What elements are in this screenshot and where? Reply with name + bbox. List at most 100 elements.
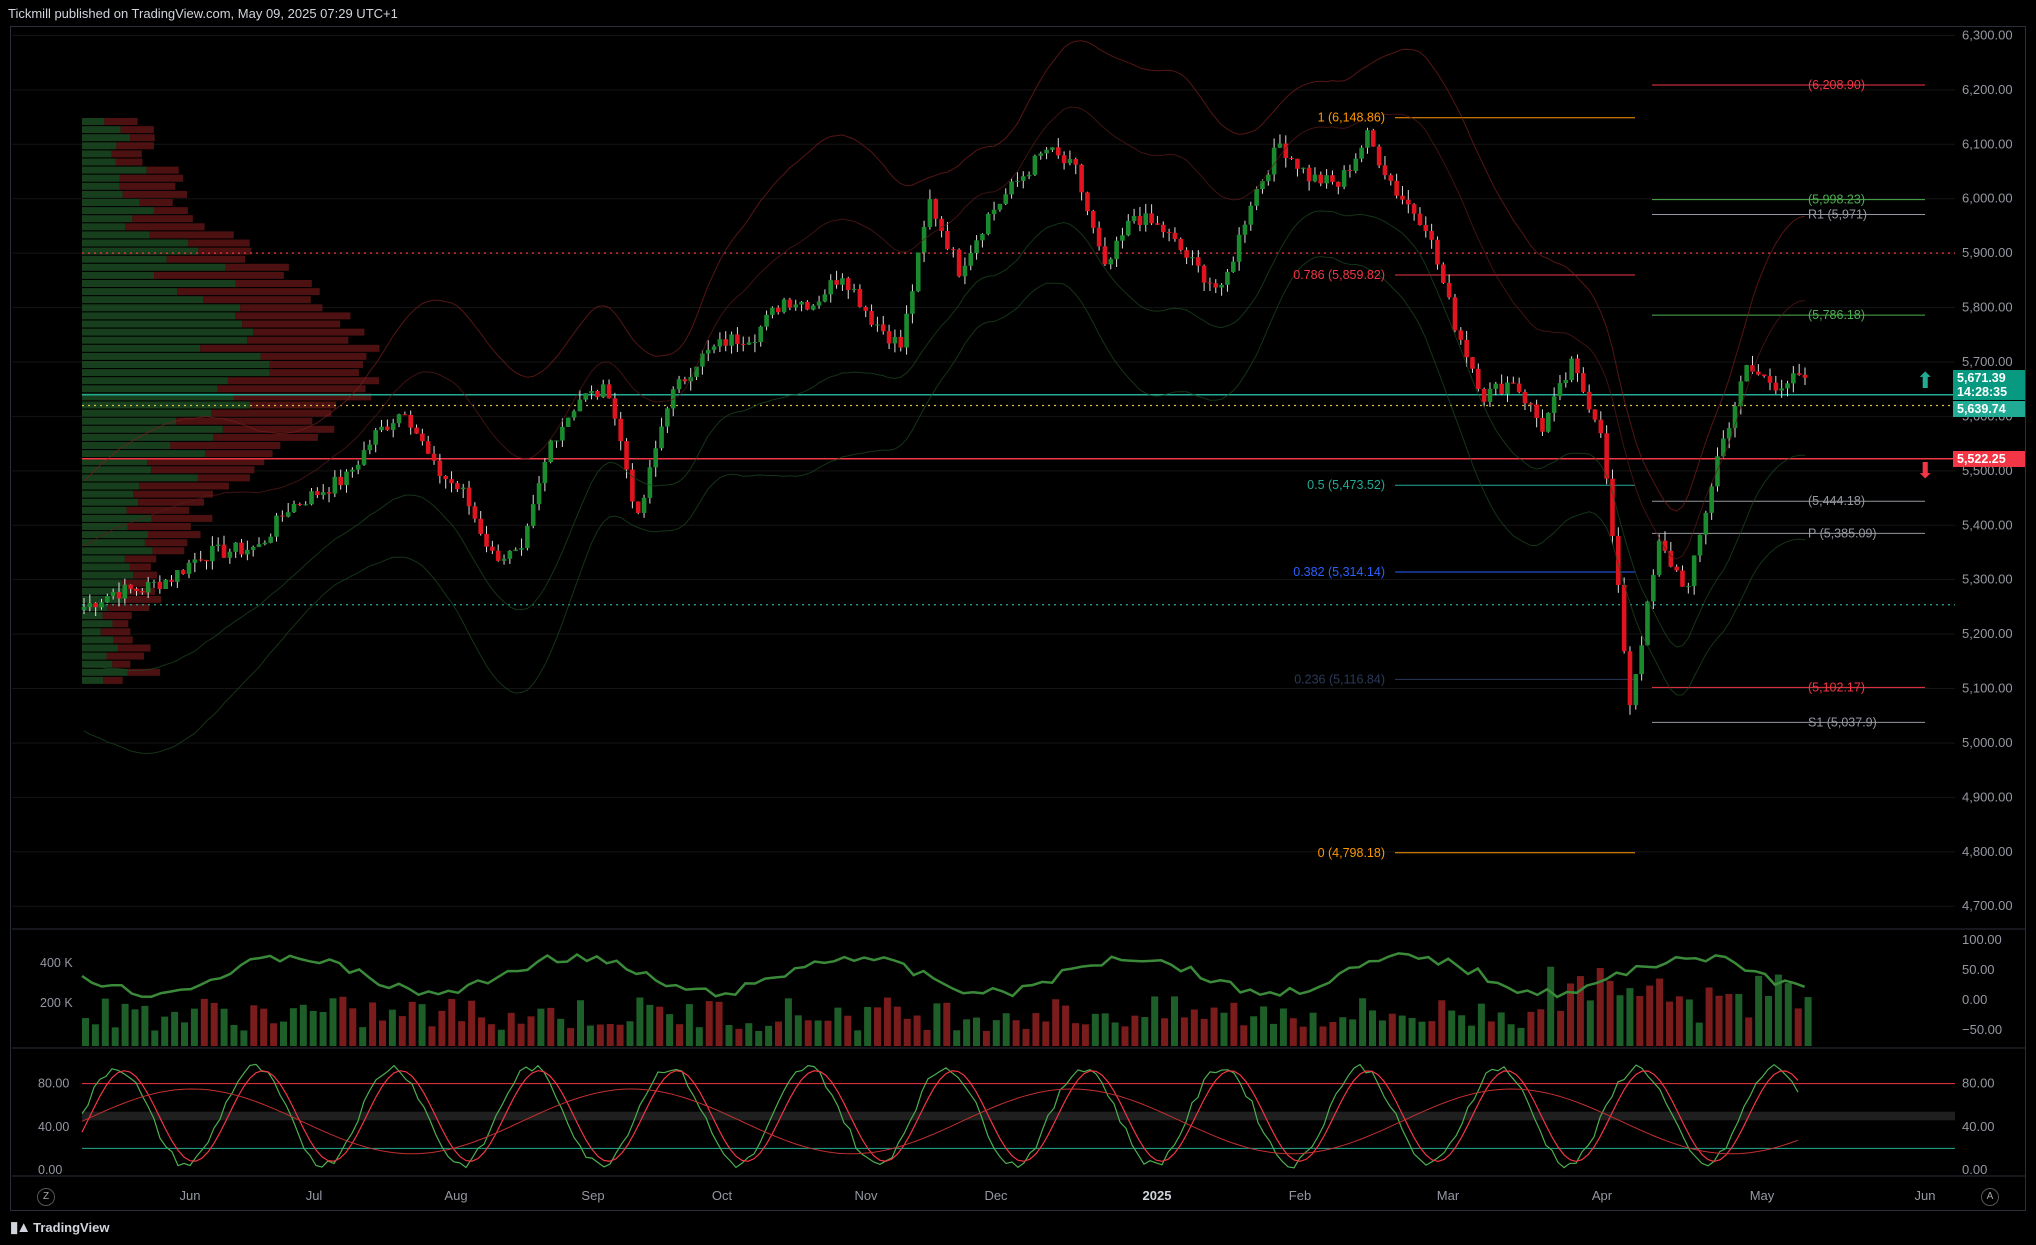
price-tick-label: 5,000.00 (1962, 735, 2013, 750)
zoom-button[interactable]: Z (37, 1188, 55, 1206)
profile-bar-buy (82, 174, 120, 182)
candle (1516, 383, 1522, 392)
profile-bar-sell (106, 652, 145, 660)
profile-bar-sell (242, 320, 341, 328)
profile-bar-buy (82, 587, 126, 595)
candle (151, 581, 157, 583)
volume-bar (111, 1027, 119, 1046)
pivot-label: (5,786.18) (1808, 308, 1865, 322)
profile-bar-sell (154, 271, 284, 279)
volume-bar (745, 1023, 753, 1046)
candle (1295, 158, 1300, 169)
profile-bar-sell (102, 612, 132, 620)
volume-bar (1171, 996, 1178, 1046)
candle (1715, 456, 1720, 487)
candle (1400, 195, 1405, 200)
volume-bar (1151, 996, 1159, 1046)
candle (548, 440, 554, 463)
candle (291, 504, 297, 513)
candle (1405, 199, 1411, 205)
auto-scale-button[interactable]: A (1981, 1188, 1999, 1206)
brand-name: TradingView (33, 1219, 110, 1235)
profile-bar-sell (127, 523, 191, 530)
volume-bar (1547, 966, 1555, 1046)
candle (647, 467, 653, 498)
time-tick-label: Jun (1915, 1188, 1936, 1203)
profile-bar-buy (82, 676, 104, 684)
profile-bar-sell (233, 393, 372, 401)
profile-bar-buy (82, 361, 270, 368)
candle (577, 399, 583, 412)
volume-bar (418, 1004, 426, 1046)
candle (892, 336, 898, 344)
candle (1476, 368, 1481, 390)
candle (1166, 232, 1172, 234)
candle (740, 343, 746, 345)
candle (1219, 284, 1224, 288)
profile-bar-sell (152, 547, 185, 555)
candle (1108, 259, 1114, 265)
volume-bar (398, 1016, 406, 1046)
candle (262, 542, 268, 545)
candle (793, 304, 799, 308)
volume-bar (1260, 1006, 1268, 1046)
profile-bar-sell (112, 660, 131, 668)
candle (624, 441, 629, 470)
profile-bar-sell (147, 531, 201, 539)
candle (1511, 382, 1516, 384)
candle (420, 433, 425, 442)
volume-bar (1616, 995, 1624, 1046)
volume-tick-label: 400 K (40, 956, 73, 970)
candle (600, 384, 606, 398)
volume-bar (1131, 1015, 1139, 1046)
candle (1067, 159, 1073, 164)
profile-bar-buy (82, 336, 248, 344)
volume-bar (1675, 996, 1683, 1046)
profile-bar-sell (125, 223, 205, 231)
profile-bar-buy (82, 393, 234, 401)
volume-bar (874, 1007, 881, 1046)
candle (1423, 225, 1429, 231)
volume-bar (210, 1002, 218, 1046)
candle (1195, 257, 1201, 266)
pivot-label: P (5,385.09) (1808, 526, 1877, 540)
volume-bar (1755, 975, 1763, 1046)
volume-bar (131, 1009, 139, 1046)
candles (81, 127, 1808, 715)
profile-bar-buy (82, 247, 199, 255)
stochastic-pane: 80.00 40.00 0.00 80.00 40.00 0.00 (38, 1063, 1995, 1177)
profile-bar-sell (132, 215, 193, 223)
profile-bar-sell (129, 563, 151, 571)
pivot-label: (6,208.90) (1808, 78, 1865, 92)
time-tick-label: Oct (712, 1188, 733, 1203)
stoch-d-line (81, 1070, 1799, 1163)
candle (1429, 230, 1434, 240)
volume-bar (408, 1001, 416, 1046)
profile-bar-sell (138, 482, 229, 490)
candle (1656, 540, 1662, 575)
volume-bar (953, 1030, 961, 1046)
candle (1505, 382, 1510, 394)
profile-bar-sell (170, 442, 281, 449)
volume-bar (1527, 1011, 1535, 1046)
time-tick-label: May (1750, 1188, 1775, 1203)
time-axis: Jun Jul Aug Sep Oct Nov Dec 2025 Feb Mar Apr May Jun (180, 1188, 1936, 1203)
candle (1592, 409, 1598, 420)
candle (641, 497, 647, 513)
volume-bar (270, 1023, 278, 1046)
candle (1481, 389, 1487, 402)
candle (1499, 383, 1504, 394)
candle (1125, 220, 1131, 236)
candle (1254, 189, 1259, 206)
candle (1306, 167, 1312, 182)
candle (478, 518, 484, 534)
candle (845, 278, 851, 291)
volume-bar (1210, 1007, 1218, 1046)
profile-bar-sell (133, 490, 213, 498)
candle (1353, 158, 1359, 171)
candle (1470, 357, 1475, 369)
price-tick-label: 6,000.00 (1962, 191, 2013, 206)
candle (589, 390, 594, 394)
volume-bar (171, 1011, 179, 1046)
